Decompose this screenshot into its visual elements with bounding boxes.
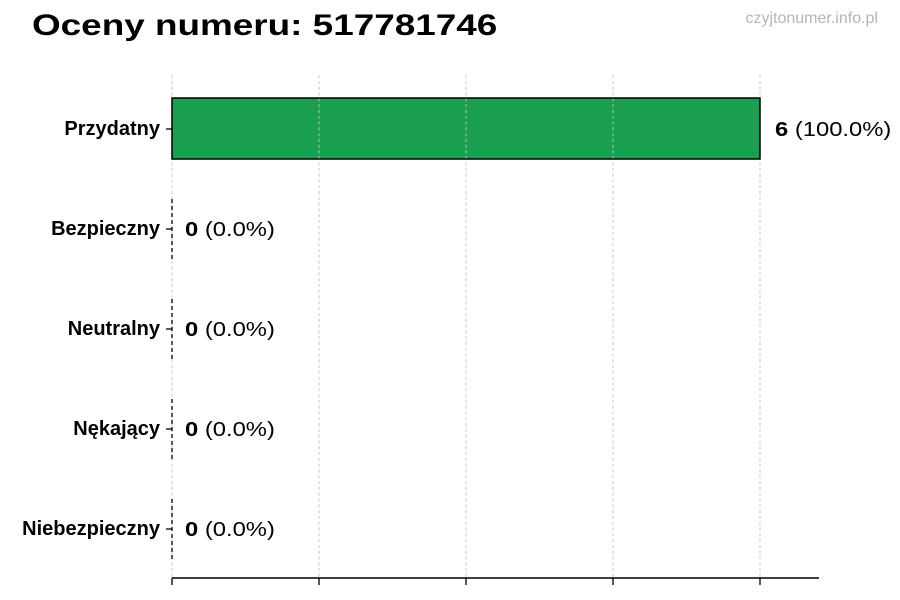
svg-text:Nękający: Nękający (73, 418, 161, 440)
svg-text:0 (0.0%): 0 (0.0%) (185, 518, 275, 541)
svg-text:0 (0.0%): 0 (0.0%) (185, 218, 275, 241)
svg-text:Przydatny: Przydatny (64, 118, 160, 140)
svg-text:0 (0.0%): 0 (0.0%) (185, 418, 275, 441)
svg-text:Niebezpieczny: Niebezpieczny (22, 518, 161, 540)
svg-text:6 (100.0%): 6 (100.0%) (775, 118, 891, 141)
svg-text:0 (0.0%): 0 (0.0%) (185, 318, 275, 341)
svg-text:Bezpieczny: Bezpieczny (51, 218, 161, 240)
svg-text:Neutralny: Neutralny (68, 318, 161, 340)
